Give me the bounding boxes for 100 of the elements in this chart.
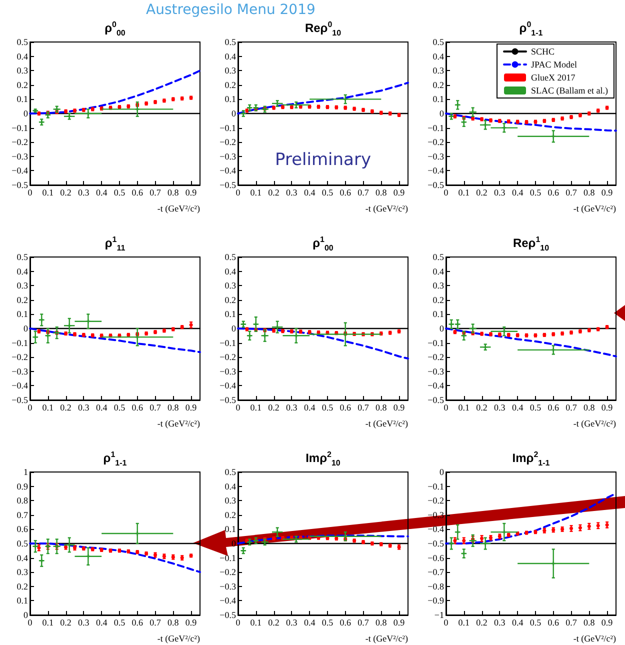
y-tick-label: 0	[440, 467, 444, 477]
x-tick-label: 0.7	[358, 618, 370, 628]
x-tick-label: 0.4	[304, 618, 316, 628]
y-tick-label: 0	[24, 610, 28, 620]
x-tick-label: 0.5	[114, 188, 126, 198]
y-tick-label: −0.2	[220, 567, 236, 578]
x-tick-label: 0.7	[566, 618, 578, 628]
y-tick-label: 0.8	[16, 496, 28, 506]
y-tick-label: −0.1	[220, 552, 236, 563]
y-tick-label: 0	[232, 538, 236, 548]
y-tick-label: 0.4	[224, 51, 236, 62]
legend-label: JPAC Model	[531, 60, 578, 70]
y-tick-label: 0.2	[224, 510, 236, 520]
y-tick-label: −0.1	[220, 338, 236, 348]
y-tick-label: −0.3	[428, 366, 444, 376]
y-tick-label: 0.3	[224, 66, 236, 76]
x-tick-label: 0.8	[376, 618, 388, 628]
y-tick-label: 0.2	[432, 294, 444, 305]
x-tick-label: 0.2	[476, 618, 488, 628]
y-tick-label: 0.2	[16, 581, 28, 592]
y-tick-label: 0	[24, 108, 28, 118]
y-tick-label: 0.5	[432, 252, 444, 262]
x-tick-label: 0.3	[78, 402, 90, 412]
x-tick-label: 0.7	[358, 188, 370, 198]
y-tick-label: 0.2	[16, 294, 28, 305]
y-tick-label: 0.3	[16, 66, 28, 76]
y-tick-label: −0.1	[12, 338, 28, 348]
y-tick-label: −0.1	[428, 481, 444, 492]
y-tick-label: −0.5	[220, 180, 236, 190]
y-tick-label: 0.5	[16, 538, 28, 548]
y-tick-label: 0.1	[16, 596, 28, 606]
x-tick-label: 0.4	[304, 402, 316, 412]
y-tick-label: 0.2	[224, 294, 236, 305]
annotation: Preliminary	[274, 150, 372, 170]
x-tick-label: 0.9	[185, 188, 198, 198]
y-tick-label: −0.5	[428, 180, 444, 190]
x-tick-label: 0.9	[185, 402, 198, 412]
y-tick-label: 0.2	[224, 80, 236, 90]
x-tick-label: 0.9	[393, 188, 406, 198]
x-tick-label: 0.3	[78, 188, 90, 198]
x-tick-label: 0.6	[548, 402, 560, 412]
y-tick-label: 0	[440, 324, 444, 334]
x-tick-label: 0.7	[150, 402, 162, 412]
x-tick-label: 0.2	[268, 618, 280, 628]
y-tick-label: 0.4	[16, 552, 28, 563]
y-tick-label: 0.7	[16, 510, 28, 520]
x-axis-title: -t (GeV²/c²)	[573, 204, 616, 214]
x-tick-label: 0.8	[584, 618, 596, 628]
x-tick-label: 0.9	[185, 618, 198, 628]
y-tick-label: −0.4	[220, 596, 236, 606]
y-tick-label: 0.5	[224, 467, 236, 477]
y-tick-label: −0.2	[428, 352, 444, 362]
x-tick-label: 0.7	[358, 402, 370, 412]
y-tick-label: 0.3	[224, 496, 236, 506]
y-tick-label: 0.4	[16, 266, 28, 276]
x-axis-title: -t (GeV²/c²)	[573, 418, 616, 428]
y-tick-label: −0.3	[12, 366, 28, 376]
x-tick-label: 0.6	[548, 188, 560, 198]
y-tick-label: −0.4	[12, 166, 28, 176]
x-tick-label: 0.9	[601, 188, 614, 198]
x-tick-label: 0.3	[78, 618, 90, 628]
x-tick-label: 0.1	[250, 402, 262, 412]
y-tick-label: −0.2	[12, 352, 28, 362]
y-tick-label: 0.9	[16, 481, 28, 492]
y-tick-label: 0.1	[432, 309, 444, 320]
x-tick-label: 0.8	[584, 402, 596, 412]
y-tick-label: 0.5	[432, 37, 444, 47]
y-tick-label: −0.4	[428, 166, 444, 176]
x-axis-title: -t (GeV²/c²)	[157, 204, 200, 214]
y-tick-label: −0.1	[428, 122, 444, 133]
x-tick-label: 0.2	[476, 188, 488, 198]
y-tick-label: −0.4	[220, 380, 236, 391]
y-tick-label: 0.4	[224, 481, 236, 492]
y-tick-label: 0.5	[16, 37, 28, 47]
x-tick-label: 0.1	[42, 188, 54, 198]
x-axis-title: -t (GeV²/c²)	[365, 634, 408, 644]
y-tick-label: 0.1	[16, 94, 28, 104]
x-tick-label: 0.4	[512, 618, 524, 628]
y-tick-label: 0.5	[224, 37, 236, 47]
y-tick-label: 0.1	[224, 309, 236, 320]
y-tick-label: −0.5	[428, 538, 444, 548]
y-tick-label: −0.5	[220, 395, 236, 405]
x-tick-label: 0.7	[150, 618, 162, 628]
y-tick-label: 0.2	[16, 80, 28, 90]
x-tick-label: 0.4	[96, 618, 108, 628]
x-tick-label: 0.2	[60, 188, 72, 198]
x-tick-label: 0.6	[132, 188, 144, 198]
y-tick-label: −0.3	[428, 151, 444, 162]
y-tick-label: −0.2	[428, 496, 444, 506]
y-tick-label: 0.1	[224, 524, 236, 534]
x-tick-label: 0.9	[393, 402, 406, 412]
x-tick-label: 0.5	[322, 402, 334, 412]
x-tick-label: 0.1	[458, 188, 470, 198]
x-tick-label: 0.6	[132, 402, 144, 412]
x-tick-label: 0.6	[340, 618, 352, 628]
legend-label: SLAC (Ballam et al.)	[531, 86, 608, 96]
x-tick-label: 0.1	[42, 618, 54, 628]
x-tick-label: 0.6	[340, 188, 352, 198]
y-tick-label: −0.3	[220, 581, 236, 592]
y-tick-label: 0.2	[432, 80, 444, 90]
